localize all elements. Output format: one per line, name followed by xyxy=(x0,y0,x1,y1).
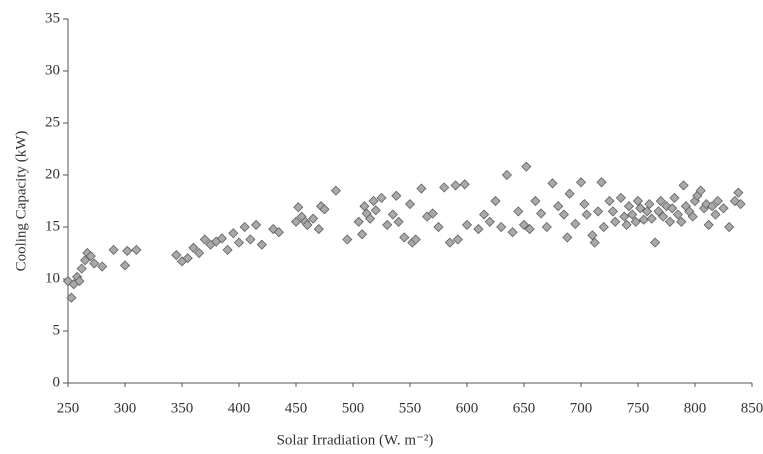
data-point xyxy=(580,200,589,209)
data-point xyxy=(647,214,656,223)
data-point xyxy=(371,206,380,215)
data-point xyxy=(548,179,557,188)
y-tick-label: 30 xyxy=(45,62,60,78)
data-point xyxy=(594,207,603,216)
data-point xyxy=(343,235,352,244)
data-point xyxy=(235,238,244,247)
data-point xyxy=(624,202,633,211)
y-tick-label: 0 xyxy=(53,374,61,390)
data-point xyxy=(388,210,397,219)
data-point xyxy=(417,184,426,193)
data-point xyxy=(502,171,511,180)
data-point xyxy=(577,178,586,187)
x-tick-label: 400 xyxy=(228,400,251,416)
data-point xyxy=(440,183,449,192)
x-tick-label: 600 xyxy=(456,400,479,416)
data-point xyxy=(639,215,648,224)
data-point xyxy=(358,230,367,239)
data-point xyxy=(563,233,572,242)
data-point xyxy=(620,212,629,221)
data-point xyxy=(400,233,409,242)
data-point xyxy=(608,207,617,216)
data-point xyxy=(704,220,713,229)
data-point xyxy=(394,217,403,226)
data-point xyxy=(229,229,238,238)
x-tick-label: 650 xyxy=(513,400,536,416)
data-point xyxy=(616,193,625,202)
data-point xyxy=(406,200,415,209)
data-point xyxy=(605,197,614,206)
data-point xyxy=(451,181,460,190)
x-axis-label: Solar Irradiation (W. m⁻²) xyxy=(277,432,434,448)
data-point xyxy=(734,188,743,197)
data-point xyxy=(172,251,181,260)
data-point xyxy=(611,217,620,226)
chart: Solar Irradiation (W. m⁻²) Cooling Capac… xyxy=(0,0,763,454)
y-tick-label: 10 xyxy=(45,270,60,286)
data-point xyxy=(294,203,303,212)
x-tick-label: 800 xyxy=(684,400,707,416)
data-point xyxy=(460,180,469,189)
data-point xyxy=(474,225,483,234)
data-point xyxy=(711,210,720,219)
data-point xyxy=(531,197,540,206)
data-point xyxy=(554,202,563,211)
data-point xyxy=(559,210,568,219)
data-point xyxy=(565,189,574,198)
data-point xyxy=(485,217,494,226)
data-point xyxy=(314,225,323,234)
x-tick-label: 700 xyxy=(570,400,593,416)
data-point xyxy=(121,261,130,270)
data-point xyxy=(392,191,401,200)
data-point xyxy=(257,240,266,249)
data-point xyxy=(514,207,523,216)
data-point xyxy=(252,220,261,229)
data-point xyxy=(522,162,531,171)
data-point xyxy=(651,238,660,247)
data-point xyxy=(383,220,392,229)
data-point xyxy=(463,220,472,229)
data-point xyxy=(77,264,86,273)
data-point xyxy=(434,223,443,232)
data-point xyxy=(123,246,132,255)
y-tick-label: 20 xyxy=(45,166,60,182)
x-tick-label: 750 xyxy=(627,400,650,416)
data-point xyxy=(223,245,232,254)
data-point xyxy=(491,197,500,206)
data-point xyxy=(622,220,631,229)
data-point xyxy=(582,210,591,219)
data-point xyxy=(246,235,255,244)
y-tick-label: 5 xyxy=(53,322,61,338)
x-tick-label: 850 xyxy=(741,400,763,416)
data-point xyxy=(571,219,580,228)
x-tick-label: 250 xyxy=(57,400,80,416)
x-tick-label: 350 xyxy=(171,400,194,416)
data-point xyxy=(331,186,340,195)
y-axis-label: Cooling Capacity (kW) xyxy=(13,131,29,272)
data-point xyxy=(508,228,517,237)
data-point xyxy=(480,210,489,219)
data-point xyxy=(597,178,606,187)
data-point xyxy=(542,223,551,232)
data-point xyxy=(354,217,363,226)
data-point xyxy=(679,181,688,190)
data-point xyxy=(670,193,679,202)
data-point xyxy=(719,204,728,213)
data-point xyxy=(109,245,118,254)
data-point xyxy=(537,209,546,218)
x-tick-label: 550 xyxy=(399,400,422,416)
x-tick-label: 300 xyxy=(114,400,137,416)
data-point xyxy=(132,245,141,254)
y-tick-label: 15 xyxy=(45,218,60,234)
data-point xyxy=(497,223,506,232)
data-point xyxy=(665,217,674,226)
data-point xyxy=(240,223,249,232)
data-point xyxy=(599,223,608,232)
data-point xyxy=(725,223,734,232)
y-tick-label: 25 xyxy=(45,114,60,130)
y-tick-label: 35 xyxy=(45,10,60,26)
x-tick-label: 450 xyxy=(285,400,308,416)
x-tick-label: 500 xyxy=(342,400,365,416)
